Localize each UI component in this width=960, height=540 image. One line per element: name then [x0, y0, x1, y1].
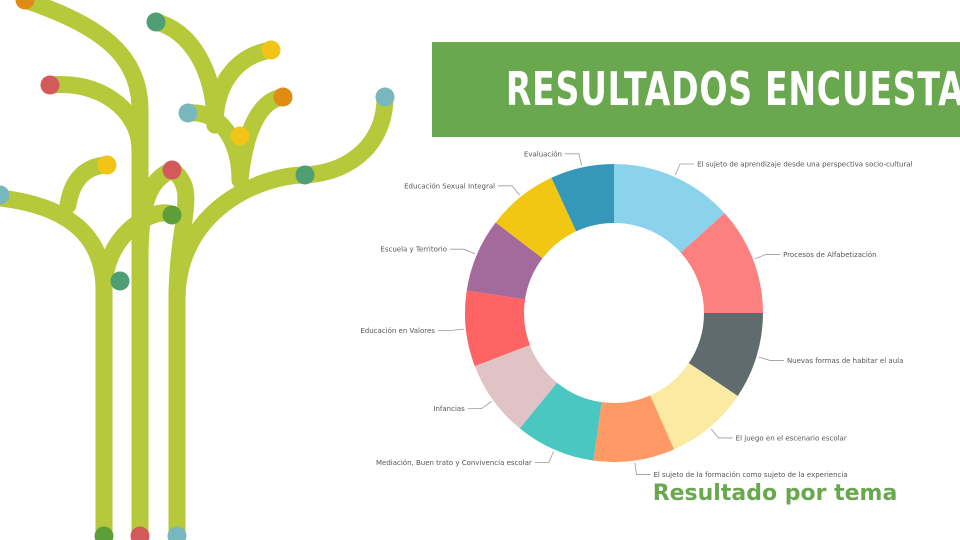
leader-line — [565, 154, 582, 166]
slice-label: Escuela y Territorio — [380, 246, 447, 254]
slice-label: Mediación, Buen trato y Convivencia esco… — [376, 459, 532, 467]
chart-subtitle: Resultado por tema — [600, 481, 950, 506]
leader-line — [535, 451, 554, 462]
leader-line — [635, 463, 651, 475]
tree-dot — [262, 41, 281, 60]
leader-line — [675, 164, 694, 175]
tree-dot — [179, 104, 198, 123]
tree-dot — [41, 76, 60, 95]
slice-label: El sujeto de aprendizaje desde una persp… — [697, 161, 912, 169]
tree-branch — [177, 97, 385, 540]
tree-dot — [231, 127, 250, 146]
leader-line — [755, 254, 780, 258]
leader-line — [498, 186, 520, 195]
tree-dot — [98, 156, 117, 175]
tree-dot — [163, 206, 182, 225]
slice-label: El sujeto de la formación como sujeto de… — [653, 471, 847, 479]
slice-label: Educación Sexual Integral — [404, 182, 495, 190]
tree-dot — [376, 88, 395, 107]
leader-line — [450, 249, 475, 254]
tree-dot — [274, 88, 293, 107]
tree-dot — [111, 272, 130, 291]
slice-label: Procesos de Alfabetización — [783, 251, 876, 259]
tree-branch — [0, 198, 104, 540]
leader-line — [758, 357, 783, 360]
tree-branch — [50, 84, 140, 150]
slice-label: Evaluación — [524, 150, 562, 158]
leader-line — [438, 329, 464, 330]
slice-label: Educación en Valores — [360, 327, 435, 335]
tree-dot — [163, 161, 182, 180]
slice-label: Infancias — [433, 405, 465, 413]
leader-line — [711, 429, 733, 438]
tree-branch — [172, 170, 186, 300]
slice-label: El juego en el escenario escolar — [736, 434, 847, 442]
title-banner: RESULTADOS ENCUESTA — [432, 42, 960, 137]
slice-label: Nuevas formas de habitar el aula — [787, 357, 903, 365]
tree-dot — [296, 166, 315, 185]
page-title: RESULTADOS ENCUESTA — [506, 42, 886, 137]
tree-dot — [147, 13, 166, 32]
donut-chart: El sujeto de aprendizaje desde una persp… — [360, 150, 912, 479]
leader-line — [468, 401, 492, 408]
